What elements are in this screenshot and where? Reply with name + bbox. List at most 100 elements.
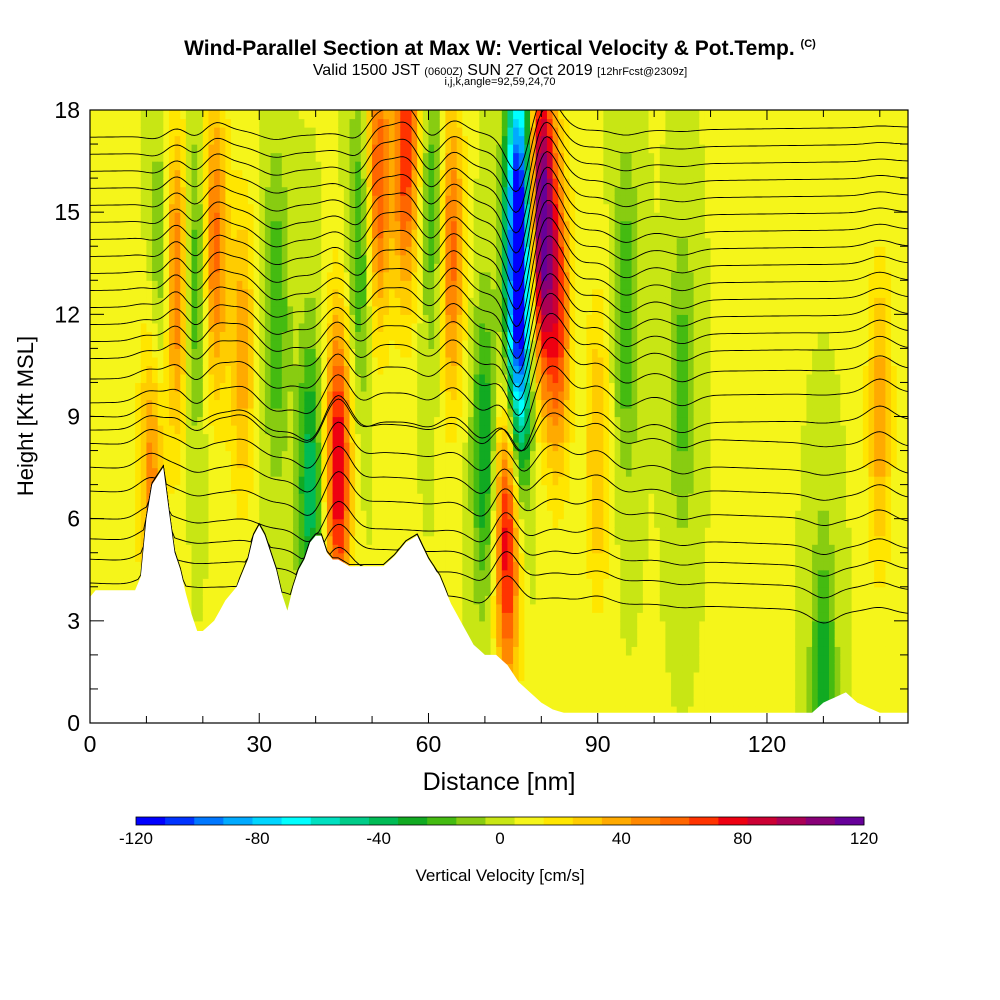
vertical-velocity-cell	[191, 229, 198, 239]
vertical-velocity-cell	[208, 459, 215, 469]
vertical-velocity-cell	[247, 399, 255, 409]
vertical-velocity-cell	[428, 399, 435, 409]
vertical-velocity-cell	[146, 305, 153, 315]
vertical-velocity-cell	[270, 467, 277, 477]
vertical-velocity-cell	[247, 305, 255, 315]
vertical-velocity-cell	[135, 399, 142, 409]
vertical-velocity-cell	[247, 501, 255, 511]
vertical-velocity-cell	[428, 144, 435, 154]
vertical-velocity-cell	[383, 535, 390, 545]
vertical-velocity-cell	[326, 297, 334, 307]
vertical-velocity-cell	[445, 169, 452, 179]
vertical-velocity-cell	[366, 433, 373, 443]
vertical-velocity-cell	[264, 484, 272, 494]
vertical-velocity-cell	[400, 212, 407, 222]
vertical-velocity-cell	[90, 407, 97, 418]
vertical-velocity-cell	[321, 118, 328, 128]
vertical-velocity-cell	[434, 510, 441, 520]
vertical-velocity-cell	[473, 305, 480, 315]
vertical-velocity-cell	[202, 322, 210, 332]
vertical-velocity-cell	[168, 203, 176, 213]
vertical-velocity-cell	[106, 365, 114, 375]
vertical-velocity-cell	[394, 390, 401, 401]
vertical-velocity-cell	[462, 535, 469, 545]
vertical-velocity-cell	[405, 212, 413, 222]
vertical-velocity-cell	[445, 459, 452, 469]
vertical-velocity-cell	[411, 161, 418, 171]
vertical-velocity-cell	[343, 314, 351, 324]
vertical-velocity-cell	[462, 382, 469, 392]
vertical-velocity-cell	[434, 314, 441, 324]
vertical-velocity-cell	[349, 305, 356, 315]
vertical-velocity-cell	[434, 373, 441, 384]
vertical-velocity-cell	[90, 212, 97, 222]
vertical-velocity-cell	[428, 510, 435, 520]
vertical-velocity-cell	[343, 450, 351, 460]
vertical-velocity-cell	[236, 314, 243, 324]
vertical-velocity-cell	[276, 382, 283, 392]
vertical-velocity-cell	[253, 459, 260, 469]
vertical-velocity-cell	[90, 229, 97, 239]
vertical-velocity-cell	[225, 501, 232, 511]
vertical-velocity-cell	[298, 544, 305, 554]
vertical-velocity-cell	[146, 144, 153, 154]
vertical-velocity-cell	[287, 356, 294, 367]
vertical-velocity-cell	[90, 510, 97, 520]
vertical-velocity-cell	[473, 459, 480, 469]
vertical-velocity-cell	[439, 365, 447, 375]
vertical-velocity-cell	[174, 459, 181, 469]
vertical-velocity-cell	[462, 127, 469, 137]
vertical-velocity-cell	[270, 127, 277, 137]
vertical-velocity-cell	[231, 476, 238, 486]
vertical-velocity-cell	[123, 527, 131, 537]
vertical-velocity-cell	[293, 493, 300, 503]
vertical-velocity-cell	[355, 178, 362, 188]
vertical-velocity-cell	[191, 442, 198, 452]
vertical-velocity-cell	[422, 493, 430, 503]
vertical-velocity-cell	[439, 518, 447, 528]
vertical-velocity-cell	[197, 399, 204, 409]
vertical-velocity-cell	[360, 552, 368, 562]
vertical-velocity-cell	[118, 263, 125, 273]
vertical-velocity-cell	[146, 373, 153, 384]
vertical-velocity-cell	[467, 144, 475, 154]
vertical-velocity-cell	[185, 195, 193, 205]
vertical-velocity-cell	[388, 203, 396, 213]
vertical-velocity-cell	[185, 118, 193, 128]
vertical-velocity-cell	[112, 416, 119, 426]
vertical-velocity-cell	[405, 356, 413, 367]
vertical-velocity-cell	[428, 416, 435, 426]
vertical-velocity-cell	[231, 288, 238, 298]
vertical-velocity-cell	[411, 297, 418, 307]
vertical-velocity-cell	[326, 348, 334, 358]
vertical-velocity-cell	[225, 331, 232, 341]
vertical-velocity-cell	[372, 484, 379, 494]
vertical-velocity-cell	[366, 399, 373, 409]
vertical-velocity-cell	[152, 322, 159, 332]
vertical-velocity-cell	[428, 127, 435, 137]
vertical-velocity-cell	[140, 493, 148, 503]
vertical-velocity-cell	[180, 212, 187, 222]
vertical-velocity-cell	[90, 118, 97, 128]
vertical-velocity-cell	[321, 450, 328, 460]
vertical-velocity-cell	[95, 544, 102, 554]
vertical-velocity-cell	[135, 254, 142, 264]
vertical-velocity-cell	[118, 544, 125, 554]
vertical-velocity-cell	[90, 305, 97, 315]
vertical-velocity-cell	[180, 467, 187, 477]
vertical-velocity-cell	[326, 254, 334, 264]
vertical-velocity-cell	[366, 127, 373, 137]
vertical-velocity-cell	[462, 212, 469, 222]
vertical-velocity-cell	[417, 467, 424, 477]
vertical-velocity-cell	[388, 476, 396, 486]
vertical-velocity-cell	[422, 527, 430, 537]
vertical-velocity-cell	[332, 501, 339, 511]
vertical-velocity-cell	[434, 161, 441, 171]
vertical-velocity-cell	[101, 527, 108, 537]
vertical-velocity-cell	[185, 450, 193, 460]
vertical-velocity-cell	[383, 510, 390, 520]
vertical-velocity-cell	[259, 271, 266, 281]
vertical-velocity-cell	[445, 254, 452, 264]
vertical-velocity-cell	[157, 118, 164, 128]
vertical-velocity-cell	[259, 118, 266, 128]
